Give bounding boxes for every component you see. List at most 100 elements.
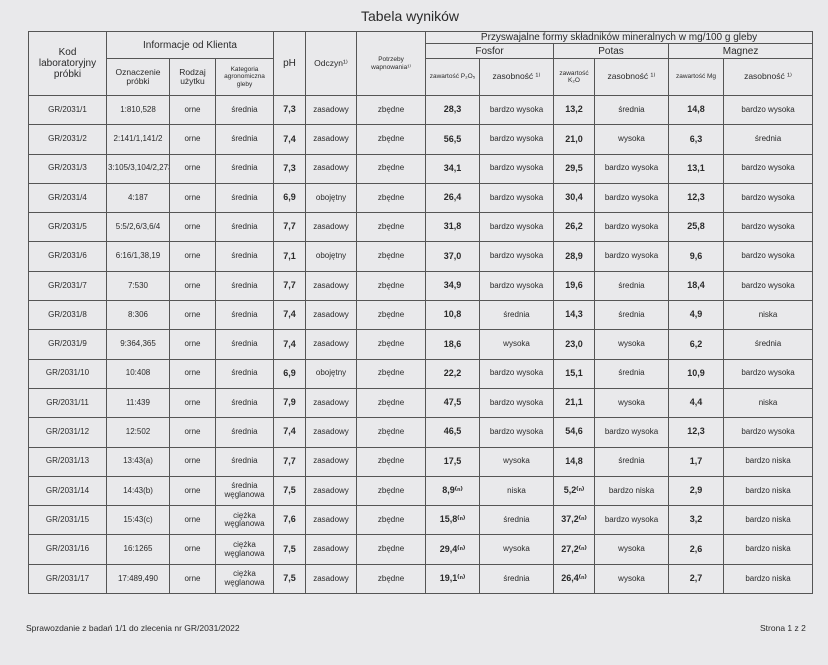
table-cell: 8:306	[106, 300, 170, 331]
header-cell: zasobność ¹⁾	[594, 58, 670, 96]
table-cell: 7,3	[273, 153, 307, 184]
table-cell: GR/2031/17	[28, 563, 107, 595]
table-cell: 7,7	[273, 446, 307, 477]
table-cell: zbędne	[356, 387, 427, 419]
table-cell: średnia	[594, 270, 670, 302]
table-cell: 8,9⁽ⁿ⁾	[425, 475, 481, 507]
table-cell: 15:43(c)	[106, 505, 170, 536]
table-cell: bardzo niska	[723, 563, 814, 595]
table-cell: GR/2031/14	[28, 475, 107, 507]
table-cell: bardzo wysoka	[594, 182, 670, 214]
table-cell: niska	[723, 300, 814, 331]
table-cell: orne	[169, 212, 216, 243]
table-cell: 27,2⁽ⁿ⁾	[553, 534, 596, 565]
table-cell: orne	[169, 124, 216, 155]
table-cell: zbędne	[356, 505, 427, 536]
table-cell: bardzo wysoka	[479, 153, 555, 184]
table-cell: średnia	[594, 300, 670, 331]
table-cell: średnia	[214, 417, 275, 448]
table-cell: bardzo wysoka	[594, 505, 670, 536]
table-cell: 1,7	[668, 446, 725, 477]
table-cell: orne	[169, 300, 216, 331]
table-cell: bardzo wysoka	[723, 153, 814, 184]
table-cell: GR/2031/8	[28, 300, 107, 331]
table-cell: 7,1	[273, 241, 307, 272]
table-cell: bardzo wysoka	[723, 417, 814, 448]
table-cell: 7,6	[273, 505, 307, 536]
table-row: GR/2031/33:105/3,104/2,273/1orneśrednia7…	[28, 153, 814, 184]
table-cell: bardzo wysoka	[723, 94, 814, 126]
table-row: GR/2031/14 14:43(b) orne średnia węglanowa 7…	[28, 475, 814, 507]
table-cell: 26,4⁽ⁿ⁾	[553, 563, 596, 595]
table-cell: orne	[169, 182, 216, 214]
table-cell: 7,3	[273, 94, 307, 126]
table-cell: GR/2031/4	[28, 182, 107, 214]
table-cell: 7,4	[273, 300, 307, 331]
table-cell: średnia	[214, 358, 275, 389]
table-cell: średnia	[479, 563, 555, 595]
table-cell: 7,7	[273, 270, 307, 302]
table-cell: orne	[169, 241, 216, 272]
table-cell: zasadowy	[305, 329, 358, 360]
table-cell: 2,9	[668, 475, 725, 507]
table-cell: orne	[169, 94, 216, 126]
header-cell: zawartość P₂O₅	[425, 58, 481, 96]
table-cell: orne	[169, 446, 216, 477]
table-cell: 34,9	[425, 270, 481, 302]
table-cell: bardzo wysoka	[479, 182, 555, 214]
table-cell: GR/2031/10	[28, 358, 107, 389]
table-cell: 13:43(a)	[106, 446, 170, 477]
table-cell: 15,8⁽ⁿ⁾	[425, 505, 481, 536]
table-cell: zbędne	[356, 446, 427, 477]
table-cell: niska	[479, 475, 555, 507]
table-cell: bardzo wysoka	[479, 387, 555, 419]
table-cell: zasadowy	[305, 475, 358, 507]
table-cell: zasadowy	[305, 563, 358, 595]
table-cell: GR/2031/13	[28, 446, 107, 477]
table-cell: zasadowy	[305, 534, 358, 565]
table-cell: 5,2⁽ⁿ⁾	[553, 475, 596, 507]
table-cell: średnia węglanowa	[214, 475, 275, 507]
header-cell: Przyswajalne formy składników mineralnyc…	[425, 31, 814, 44]
element-header: Fosfor	[425, 43, 555, 59]
table-cell: 4,4	[668, 387, 725, 419]
table-cell: 14,8	[553, 446, 596, 477]
table-row: GR/2031/2 2:141/1,141/2 orne średnia 7,4 zasa…	[28, 124, 814, 155]
table-cell: średnia	[214, 153, 275, 184]
results-table: Kod laboratoryjny próbki Informacje od K…	[28, 31, 814, 595]
table-cell: bardzo niska	[723, 505, 814, 536]
table-cell: zasadowy	[305, 446, 358, 477]
table-cell: 10,8	[425, 300, 481, 331]
table-cell: zbędne	[356, 417, 427, 448]
table-cell: zbędne	[356, 212, 427, 243]
table-cell: 14:43(b)	[106, 475, 170, 507]
table-cell: 7,7	[273, 212, 307, 243]
table-title: Tabela wyników	[360, 8, 460, 24]
table-cell: bardzo wysoka	[479, 124, 555, 155]
table-cell: bardzo wysoka	[594, 417, 670, 448]
table-cell: bardzo niska	[594, 475, 670, 507]
table-row: GR/2031/7 7:530 orne średnia 7,7 zasadowy zbęd…	[28, 270, 814, 302]
table-cell: 17:489,490	[106, 563, 170, 595]
table-cell: orne	[169, 358, 216, 389]
table-row: GR/2031/16 16:1265 orne ciężka węglanowa 7,5…	[28, 534, 814, 565]
table-cell: GR/2031/7	[28, 270, 107, 302]
table-cell: 37,0	[425, 241, 481, 272]
table-row: GR/2031/11 11:439 orne średnia 7,9 zasadowy zb…	[28, 387, 814, 419]
table-cell: bardzo wysoka	[723, 212, 814, 243]
table-cell: 2,6	[668, 534, 725, 565]
table-cell: średnia	[479, 505, 555, 536]
table-cell: bardzo niska	[723, 475, 814, 507]
table-cell: średnia	[214, 446, 275, 477]
table-row: GR/2031/9 9:364,365 orne średnia 7,4 zasadowy…	[28, 329, 814, 360]
table-cell: bardzo wysoka	[723, 182, 814, 214]
table-cell: obojętny	[305, 241, 358, 272]
table-cell: średnia	[723, 329, 814, 360]
table-cell: średnia	[214, 124, 275, 155]
table-cell: zasadowy	[305, 153, 358, 184]
table-cell: 29,5	[553, 153, 596, 184]
table-cell: 6:16/1,38,19	[106, 241, 170, 272]
table-cell: orne	[169, 329, 216, 360]
table-cell: GR/2031/3	[28, 153, 107, 184]
